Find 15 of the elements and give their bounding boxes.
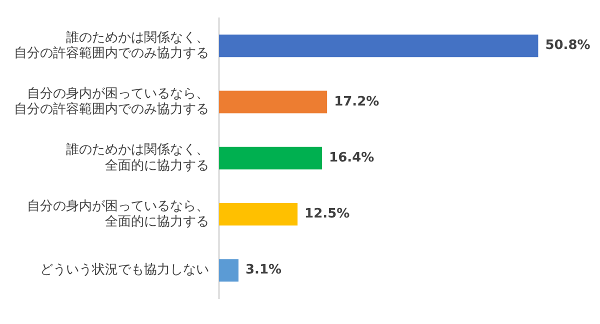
bar	[219, 202, 298, 226]
bar	[219, 90, 328, 114]
y-tick-label: 自分の身内が困っているなら、自分の許容範囲内でのみ協力する	[14, 86, 209, 118]
bar	[219, 146, 322, 170]
data-label: 16.4%	[329, 150, 374, 166]
y-tick-label: 自分の身内が困っているなら、全面的に協力する	[27, 198, 209, 230]
bar	[219, 34, 538, 58]
data-label: 17.2%	[334, 94, 380, 110]
data-label: 3.1%	[245, 262, 282, 278]
y-tick-label: 誰のためかは関係なく、全面的に協力する	[66, 142, 209, 174]
y-tick-label: どういう状況でも協力しない	[40, 262, 209, 278]
data-label: 12.5%	[304, 206, 350, 222]
bar	[219, 259, 238, 282]
data-label: 50.8%	[545, 38, 590, 54]
y-tick-label: 誰のためかは関係なく、自分の許容範囲内でのみ協力する	[14, 30, 209, 62]
